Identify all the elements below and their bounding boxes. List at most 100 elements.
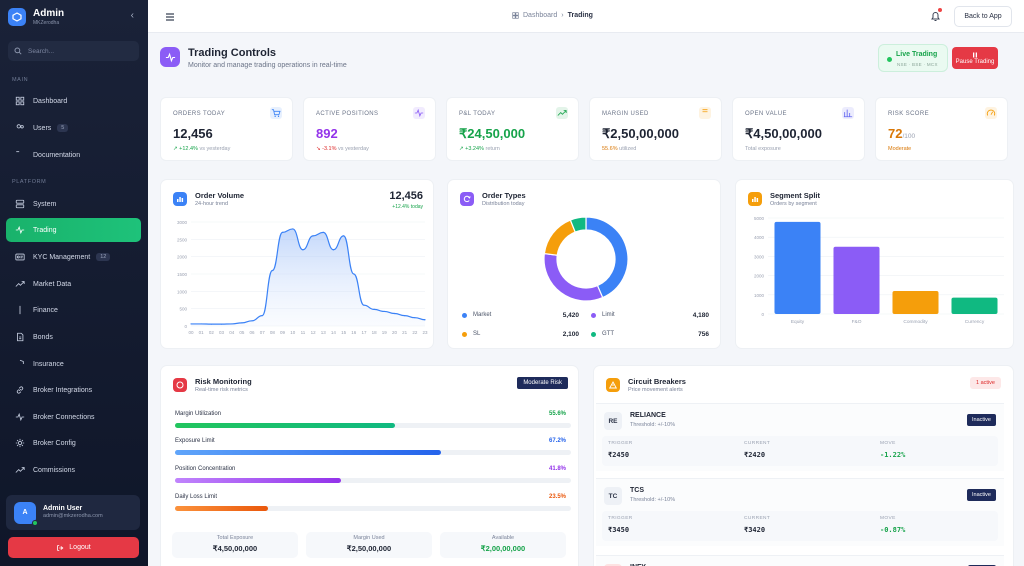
risk-level-badge: Moderate Risk	[517, 377, 568, 389]
logout-button[interactable]: Logout	[8, 537, 139, 558]
stat-note: Moderate	[888, 146, 912, 152]
sidebar-item-documentation[interactable]: Documentation	[6, 143, 141, 167]
sidebar-item-broker-integrations[interactable]: Broker Integrations	[6, 378, 141, 402]
pause-trading-label: Pause Trading	[955, 58, 995, 65]
sidebar-item-commissions[interactable]: Commissions	[6, 458, 141, 482]
volume-point	[312, 235, 314, 237]
breadcrumb-root-link[interactable]: Dashboard	[523, 12, 558, 19]
segment-split-title: Segment Split	[770, 191, 821, 200]
collapse-sidebar-icon[interactable]: ‹	[130, 10, 134, 21]
circuit-item-reliance[interactable]: RE RELIANCE Threshold: +/-10% Inactive TRIGG…	[596, 403, 1004, 471]
x-tick-label: 05	[239, 330, 245, 335]
sidebar-item-label: System	[33, 200, 57, 208]
current-label: CURRENT	[744, 441, 771, 446]
trigger-value: ₹2450	[608, 451, 630, 459]
x-tick-label: 18	[372, 330, 378, 335]
order-volume-total: 12,456	[389, 190, 423, 202]
sidebar-item-market-data[interactable]: Market Data	[6, 272, 141, 296]
sidebar-item-label: Dashboard	[33, 97, 68, 105]
legend-item-gtt: GTT	[591, 331, 614, 337]
donut-slice-market	[585, 216, 629, 299]
section-label-platform: PLATFORM	[12, 179, 47, 185]
stat-note: vs yesterday	[199, 146, 231, 152]
x-tick-label: 15	[341, 330, 347, 335]
stat-note: Total exposure	[745, 146, 781, 152]
pause-trading-button[interactable]: Pause Trading	[952, 47, 998, 69]
y-tick-label: 1000	[754, 293, 765, 298]
x-tick-label: 08	[270, 330, 276, 335]
y-tick-label: 2000	[754, 274, 765, 279]
count-badge: 5	[57, 124, 69, 132]
brand[interactable]: Admin MKZerodha ‹	[8, 6, 140, 28]
count-badge: 12	[96, 253, 111, 261]
trigger-label: TRIGGER	[608, 441, 633, 446]
user-email: admin@mkzerodha.com	[43, 513, 103, 520]
search-input[interactable]	[28, 47, 128, 55]
volume-point	[322, 231, 324, 233]
circuit-metrics	[602, 511, 998, 541]
section-label-main: MAIN	[12, 77, 29, 83]
online-status-dot	[32, 519, 38, 526]
stat-value: 72/100	[888, 126, 915, 141]
activity-icon	[413, 107, 425, 119]
status-badge[interactable]: Inactive	[967, 489, 996, 501]
symbol-avatar: IN	[604, 564, 622, 566]
volume-point	[210, 323, 212, 325]
x-tick-label: 11	[301, 330, 306, 335]
id-card-icon	[14, 251, 26, 263]
circuit-item-infy[interactable]: IN INFY	[596, 555, 1004, 566]
gauge-icon	[985, 107, 997, 119]
circuit-item-tcs[interactable]: TC TCS Threshold: +/-10% Inactive TRIGGER CUR…	[596, 478, 1004, 546]
risk-summary-margin-used: Margin Used ₹2,50,00,000	[306, 532, 432, 558]
status-badge[interactable]: Inactive	[967, 414, 996, 426]
order-types-donut-chart	[543, 216, 629, 302]
cart-icon	[270, 107, 282, 119]
donut-slice-sl	[543, 219, 576, 256]
segment-split-subtitle: Orders by segment	[770, 201, 817, 207]
sidebar-item-insurance[interactable]: Insurance	[6, 352, 141, 376]
legend-label: Market	[473, 312, 492, 318]
sidebar-item-broker-config[interactable]: Broker Config	[6, 431, 141, 455]
symbol-name: TCS	[630, 487, 644, 494]
back-to-app-button[interactable]: Back to App	[954, 6, 1012, 27]
volume-point	[231, 323, 233, 325]
user-card[interactable]: A Admin User admin@mkzerodha.com	[6, 495, 140, 530]
breadcrumb-current: Trading	[567, 12, 593, 19]
x-tick-label: 14	[331, 330, 337, 335]
sidebar-item-system[interactable]: System	[6, 192, 141, 216]
sidebar-item-broker-connections[interactable]: Broker Connections	[6, 405, 141, 429]
segment-split-bar-chart: 0 1000 2000 3000 4000 5000 Equity F&O Commodity C…	[754, 216, 1004, 325]
hamburger-menu-icon[interactable]	[164, 10, 176, 28]
current-label: CURRENT	[744, 516, 771, 521]
exchange-list: NSE · BSE · MCX	[897, 62, 938, 67]
live-trading-status: Live Trading NSE · BSE · MCX	[878, 44, 948, 72]
sidebar-search[interactable]	[8, 41, 139, 61]
sidebar-item-users[interactable]: Users 5	[6, 116, 141, 140]
stat-value: ₹4,50,00,000	[745, 126, 822, 142]
trigger-label: TRIGGER	[608, 516, 633, 521]
legend-dot	[591, 331, 596, 337]
stat-note: utilized	[619, 146, 637, 152]
sidebar-item-trading[interactable]: Trading	[6, 218, 141, 242]
y-tick-label: 1500	[177, 272, 188, 277]
volume-point	[332, 249, 335, 251]
avatar-initial: A	[22, 509, 28, 516]
sidebar-item-kyc-management[interactable]: KYC Management 12	[6, 245, 141, 269]
y-tick-label: 0	[184, 324, 187, 329]
order-volume-change: +12.4% today	[392, 204, 423, 210]
stat-subtext: ↗ +12.4% vs yesterday	[173, 146, 230, 152]
sidebar-item-bonds[interactable]: Bonds	[6, 325, 141, 349]
stat-card-p-l-today: P&L TODAY ₹24,50,000 ↗ +3.24% return	[446, 97, 579, 161]
risk-progress-fill	[175, 423, 396, 428]
volume-point	[404, 315, 406, 317]
grid-icon	[512, 12, 519, 19]
legend-label: SL	[473, 331, 481, 337]
notification-bell-icon[interactable]	[930, 8, 942, 27]
x-tick-label: 22	[412, 330, 418, 335]
stat-value: ₹24,50,000	[459, 126, 525, 142]
sidebar-item-finance[interactable]: Finance	[6, 298, 141, 322]
sidebar-item-dashboard[interactable]: Dashboard	[6, 89, 141, 113]
x-tick-label: 23	[422, 330, 428, 335]
trend-icon	[14, 464, 26, 476]
bar-f-o	[833, 246, 880, 314]
